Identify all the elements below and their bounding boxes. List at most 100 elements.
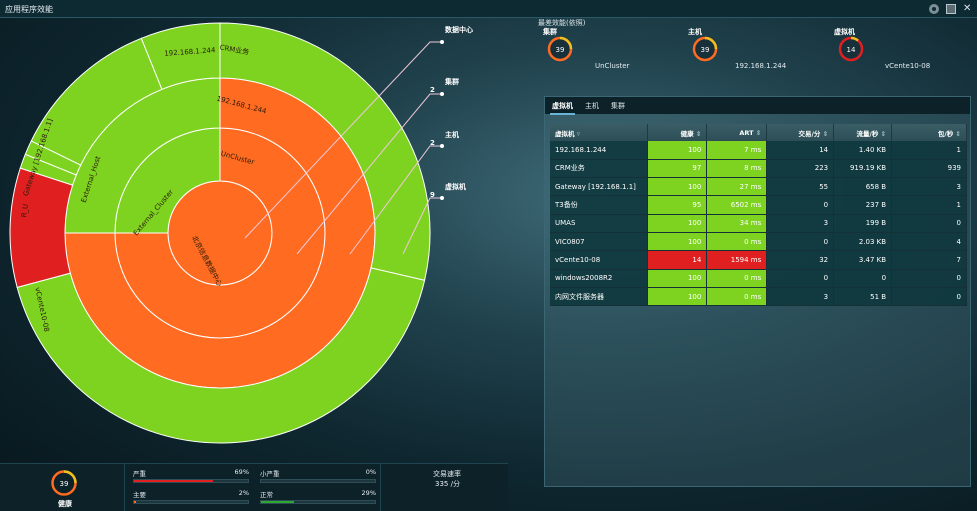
leader-line-vm <box>402 197 442 255</box>
cell-art: 7 ms <box>706 141 768 160</box>
legend-count-vm: 9 <box>430 191 435 199</box>
cell-name: Gateway [192.168.1.1] <box>550 177 649 197</box>
cell-transactions: 0 <box>766 232 835 252</box>
cell-health: 100 <box>647 177 708 197</box>
cell-transactions: 32 <box>766 250 835 270</box>
metric-percent: 69% <box>234 468 249 476</box>
worst-kind-vm: 虚拟机 <box>834 28 855 36</box>
cell-traffic: 199 B <box>833 214 893 233</box>
sort-icon: ⇕ <box>822 129 829 138</box>
table-row[interactable]: windows2008R2 100 0 ms 0 0 0 <box>550 269 967 288</box>
title-bar: 应用程序效能 ✕ <box>0 0 977 18</box>
cell-packets: 1 <box>891 141 967 160</box>
worst-kind-host: 主机 <box>688 28 702 36</box>
health-score-ring: 39 <box>51 470 77 496</box>
leader-line-cluster <box>296 93 442 255</box>
metric-percent: 2% <box>238 489 249 497</box>
tab-host[interactable]: 主机 <box>585 102 599 110</box>
worst-score-ring-vm: 14 <box>838 36 864 62</box>
metric-fill <box>134 480 213 482</box>
metric-track <box>133 500 249 504</box>
settings-icon[interactable] <box>929 4 939 14</box>
table-header-row: 虚拟机 ▿ 健康 ⇕ ART ⇕ 交易/分 ⇕ 流量/秒 ⇕ 包/秒 ⇕ <box>550 124 967 141</box>
metric-fill <box>261 501 295 503</box>
cell-packets: 4 <box>891 232 967 252</box>
leader-line-host-dot <box>440 144 444 148</box>
table-row[interactable]: 192.168.1.244 100 7 ms 14 1.40 KB 1 <box>550 141 967 160</box>
cell-art: 0 ms <box>706 287 768 307</box>
table-row[interactable]: VIC0807 100 0 ms 0 2.03 KB 4 <box>550 232 967 252</box>
legend-label-cluster: 集群 <box>445 78 459 86</box>
sunburst-segment-vm-244[interactable] <box>219 22 431 281</box>
sort-icon: ⇕ <box>880 129 887 138</box>
vm-label-244: 192.168.1.244 <box>164 46 216 58</box>
cell-health: 100 <box>647 287 708 307</box>
cell-packets: 939 <box>891 159 967 179</box>
cell-art: 27 ms <box>706 177 768 197</box>
legend-label-datacenter: 数据中心 <box>445 26 473 34</box>
summary-bar: 39 健康 严重 69% 小严重 0% 主要 2% 正常 29% 交易速率 33… <box>0 463 508 511</box>
col-header-traffic[interactable]: 流量/秒 ⇕ <box>833 124 893 141</box>
health-label: 健康 <box>58 500 72 508</box>
cell-name: 内网文件服务器 <box>550 287 649 307</box>
metric-percent: 0% <box>365 468 376 476</box>
cell-art: 8 ms <box>706 159 768 179</box>
cell-traffic: 0 <box>833 269 893 288</box>
cell-traffic: 1.40 KB <box>833 141 893 160</box>
col-header-transactions[interactable]: 交易/分 ⇕ <box>766 124 835 141</box>
worst-name-cluster: UnCluster <box>595 62 630 70</box>
cell-health: 100 <box>647 269 708 288</box>
cell-packets: 7 <box>891 250 967 270</box>
window-title: 应用程序效能 <box>5 5 53 14</box>
col-header-packets[interactable]: 包/秒 ⇕ <box>891 124 967 141</box>
cell-name: CRM业务 <box>550 159 649 179</box>
tab-cluster[interactable]: 集群 <box>611 102 625 110</box>
leader-line-cluster-dot <box>440 92 444 96</box>
cell-art: 34 ms <box>706 214 768 233</box>
worst-score-vm: 14 <box>847 46 856 54</box>
cell-art: 0 ms <box>706 269 768 288</box>
cell-packets: 3 <box>891 177 967 197</box>
sunburst-segment-vm-vcente[interactable] <box>9 167 74 288</box>
table-row[interactable]: CRM业务 97 8 ms 223 919.19 KB 939 <box>550 159 967 179</box>
tab-vm[interactable]: 虚拟机 <box>550 102 575 115</box>
worst-name-host: 192.168.1.244 <box>735 62 787 70</box>
pin-icon[interactable]: ✕ <box>963 3 972 14</box>
col-header-health[interactable]: 健康 ⇕ <box>647 124 708 141</box>
cell-health: 100 <box>647 141 708 160</box>
entity-table-panel: 虚拟机 主机 集群 虚拟机 ▿ 健康 ⇕ ART ⇕ 交易/分 ⇕ 流量/秒 ⇕… <box>544 96 971 487</box>
sunburst-center-segment[interactable] <box>167 180 273 286</box>
cell-transactions: 0 <box>766 269 835 288</box>
leader-line-datacenter-dot <box>440 40 444 44</box>
col-header-vm[interactable]: 虚拟机 ▿ <box>550 124 649 141</box>
sunburst-chart[interactable]: 北京信息数据中心UnClusterExternal_Cluster192.168… <box>0 18 540 463</box>
metric-track <box>260 500 376 504</box>
worst-score-cluster: 39 <box>556 46 565 54</box>
sort-icon: ⇕ <box>955 129 961 138</box>
health-summary: 39 健康 <box>0 464 125 511</box>
legend-count-cluster: 2 <box>430 86 435 94</box>
cell-traffic: 658 B <box>833 177 893 197</box>
legend-label-host: 主机 <box>445 131 459 139</box>
col-header-art[interactable]: ART ⇕ <box>706 124 768 141</box>
sunburst-segment-vm-outer[interactable] <box>16 267 426 444</box>
worst-performance-title: 最差效能(依照) <box>538 19 586 27</box>
leader-line-host <box>349 145 442 255</box>
leader-line-vm-dot <box>440 196 444 200</box>
worst-score-ring-cluster: 39 <box>547 36 573 62</box>
cell-transactions: 3 <box>766 214 835 233</box>
cell-name: 192.168.1.244 <box>550 141 649 160</box>
table-row[interactable]: vCente10-08 14 1594 ms 32 3.47 KB 7 <box>550 250 967 270</box>
sort-icon: ⇕ <box>755 128 762 137</box>
metric-track <box>133 479 249 483</box>
maximize-icon[interactable] <box>946 4 956 14</box>
metric-label: 正常 <box>260 491 273 499</box>
metric-track <box>260 479 376 483</box>
cell-name: UMAS <box>550 214 649 233</box>
cell-traffic: 237 B <box>833 195 893 215</box>
sort-icon: ⇕ <box>695 129 702 138</box>
